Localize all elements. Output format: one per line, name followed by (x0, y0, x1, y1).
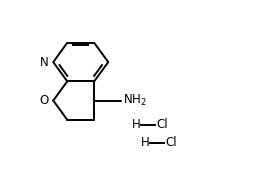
Text: O: O (39, 94, 49, 107)
Text: H: H (141, 136, 150, 149)
Text: N: N (40, 56, 49, 69)
Text: Cl: Cl (156, 118, 168, 131)
Text: Cl: Cl (165, 136, 177, 149)
Text: H: H (132, 118, 141, 131)
Text: NH$_2$: NH$_2$ (123, 93, 147, 108)
